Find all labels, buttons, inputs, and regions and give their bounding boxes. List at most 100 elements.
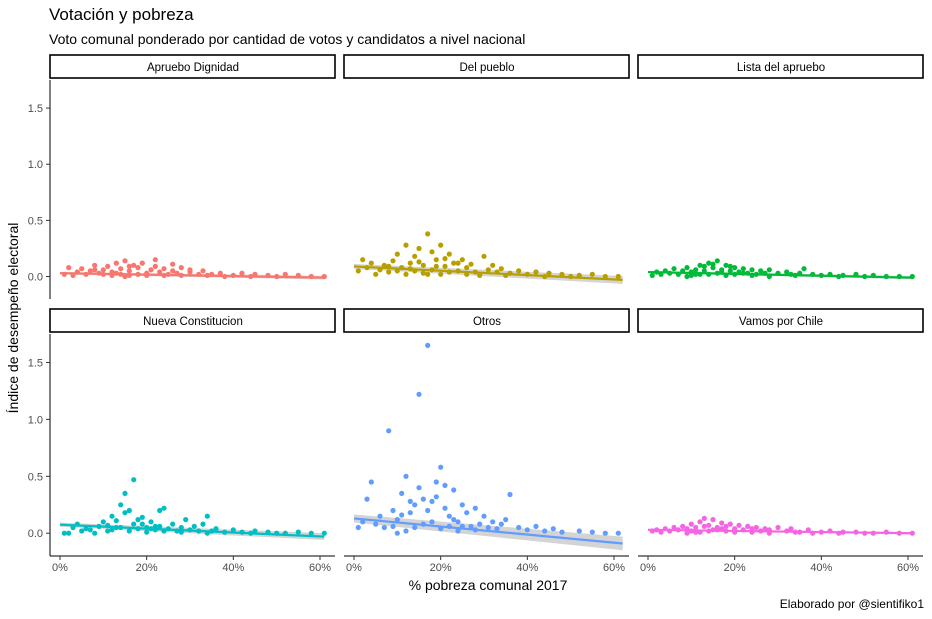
data-point-otros (377, 513, 383, 519)
data-point-del-pueblo (485, 267, 491, 273)
data-point-vamos-por-chile (719, 520, 725, 526)
data-point-del-pueblo (464, 265, 470, 271)
data-point-otros (615, 530, 621, 536)
data-point-vamos-por-chile (710, 517, 716, 523)
chart-title: Votación y pobreza (49, 5, 194, 24)
y-tick-label: 1.5 (28, 103, 43, 115)
data-point-otros (442, 505, 448, 511)
data-point-apruebo-dignidad (100, 267, 106, 273)
data-point-otros (429, 498, 435, 504)
data-point-nueva-constitucion (109, 513, 115, 519)
x-tick-label: 0% (52, 562, 68, 574)
data-point-otros (433, 494, 439, 500)
x-tick-label: 60% (603, 562, 625, 574)
data-point-otros (360, 519, 366, 525)
data-point-del-pueblo (420, 270, 426, 276)
data-point-del-pueblo (390, 258, 396, 264)
data-point-del-pueblo (490, 262, 496, 268)
data-point-vamos-por-chile (697, 519, 703, 525)
data-point-nueva-constitucion (122, 510, 128, 516)
data-point-otros (451, 487, 457, 493)
data-point-lista-del-apruebo (740, 266, 746, 272)
data-point-apruebo-dignidad (92, 262, 98, 268)
facet-label-del-pueblo: Del pueblo (460, 62, 515, 74)
data-point-otros (442, 482, 448, 488)
data-point-nueva-constitucion (66, 530, 72, 536)
trend-line-apruebo-dignidad (59, 272, 325, 279)
data-point-apruebo-dignidad (217, 270, 223, 276)
data-point-otros (455, 519, 461, 525)
data-point-otros (559, 529, 565, 535)
data-point-otros (399, 512, 405, 518)
trend-line-otros (353, 517, 623, 545)
data-point-vamos-por-chile (788, 526, 794, 532)
data-point-nueva-constitucion (178, 524, 184, 531)
x-tick-label: 20% (430, 562, 452, 574)
data-point-nueva-constitucion (204, 513, 210, 519)
data-point-del-pueblo (589, 271, 595, 277)
data-point-nueva-constitucion (100, 519, 106, 525)
data-point-del-pueblo (533, 269, 539, 275)
data-point-nueva-constitucion (295, 529, 301, 535)
x-axis-title: % pobreza comunal 2017 (409, 577, 568, 593)
data-point-otros (390, 523, 396, 530)
data-point-otros (416, 485, 422, 491)
data-point-del-pueblo (425, 271, 431, 277)
facet-label-nueva-constitucion: Nueva Constitucion (143, 316, 243, 328)
data-point-apruebo-dignidad (187, 267, 193, 273)
facet-label-apruebo-dignidad: Apruebo Dignidad (147, 62, 239, 74)
confidence-band-otros (354, 514, 623, 551)
data-point-otros (498, 521, 504, 527)
data-point-apruebo-dignidad (170, 261, 176, 267)
data-point-nueva-constitucion (152, 523, 158, 530)
data-point-apruebo-dignidad (178, 265, 184, 271)
data-point-nueva-constitucion (113, 518, 119, 524)
data-point-nueva-constitucion (139, 514, 145, 520)
data-point-vamos-por-chile (684, 530, 690, 536)
data-point-lista-del-apruebo (723, 262, 729, 268)
data-point-vamos-por-chile (775, 524, 781, 531)
data-point-nueva-constitucion (157, 507, 163, 514)
data-point-otros (438, 464, 444, 470)
x-tick-label: 0% (640, 562, 656, 574)
data-point-otros (542, 528, 548, 534)
data-point-otros (446, 513, 452, 519)
data-point-del-pueblo (477, 272, 483, 278)
data-point-vamos-por-chile (693, 524, 699, 531)
trend-line-nueva-constitucion (59, 523, 325, 538)
y-tick-label: 1.0 (28, 414, 43, 426)
data-point-otros (425, 507, 431, 514)
data-point-del-pueblo (442, 256, 448, 262)
data-point-lista-del-apruebo (732, 265, 738, 271)
y-tick-label: 1.0 (28, 159, 43, 171)
data-point-apruebo-dignidad (126, 268, 132, 274)
data-point-lista-del-apruebo (693, 267, 699, 273)
data-point-del-pueblo (420, 262, 426, 268)
data-point-otros (516, 524, 522, 531)
data-point-otros (477, 521, 483, 527)
data-point-del-pueblo (407, 260, 413, 266)
data-point-nueva-constitucion (109, 527, 115, 533)
data-point-apruebo-dignidad (282, 271, 288, 277)
data-point-otros (602, 530, 608, 536)
data-point-del-pueblo (546, 270, 552, 276)
data-point-otros (403, 528, 409, 534)
data-point-del-pueblo (360, 257, 366, 263)
data-point-del-pueblo (433, 257, 439, 263)
data-point-otros (524, 527, 530, 533)
data-point-apruebo-dignidad (66, 265, 72, 271)
data-point-apruebo-dignidad (105, 263, 111, 269)
data-point-vamos-por-chile (680, 523, 686, 530)
data-point-nueva-constitucion (191, 523, 197, 530)
x-tick-label: 40% (222, 562, 244, 574)
data-point-nueva-constitucion (148, 519, 154, 525)
data-point-lista-del-apruebo (706, 260, 712, 266)
data-point-nueva-constitucion (92, 530, 98, 536)
data-point-otros (459, 502, 465, 508)
data-point-del-pueblo (386, 269, 392, 275)
data-point-lista-del-apruebo (701, 263, 707, 269)
data-point-del-pueblo (425, 231, 431, 237)
data-point-apruebo-dignidad (200, 268, 206, 274)
data-point-del-pueblo (429, 249, 435, 255)
